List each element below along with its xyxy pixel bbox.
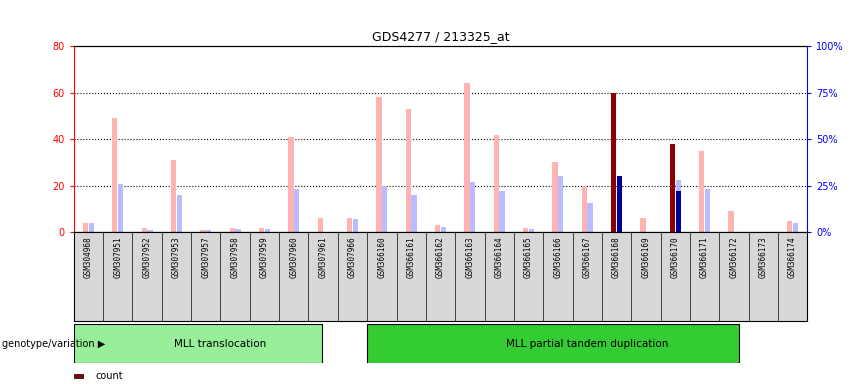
Bar	[787, 221, 792, 232]
Text: GSM366170: GSM366170	[671, 237, 680, 278]
Bar	[523, 228, 529, 232]
Text: GSM366163: GSM366163	[465, 237, 474, 278]
Title: GDS4277 / 213325_at: GDS4277 / 213325_at	[372, 30, 510, 43]
Bar	[558, 177, 563, 232]
Bar	[201, 230, 206, 232]
Text: GSM366168: GSM366168	[612, 237, 621, 278]
Text: GSM366174: GSM366174	[788, 237, 797, 278]
Bar	[318, 218, 323, 232]
Bar	[259, 228, 264, 232]
Text: GSM366162: GSM366162	[436, 237, 445, 278]
Text: GSM307960: GSM307960	[289, 237, 299, 278]
Bar	[347, 218, 352, 232]
Bar	[235, 228, 240, 232]
Text: GSM366165: GSM366165	[524, 237, 533, 278]
Bar	[464, 83, 470, 232]
Bar	[435, 225, 440, 232]
Text: GSM366171: GSM366171	[700, 237, 709, 278]
Bar	[588, 202, 593, 232]
Bar	[582, 186, 587, 232]
Bar	[352, 219, 358, 232]
Bar	[641, 218, 646, 232]
Bar	[288, 137, 293, 232]
Bar	[294, 189, 299, 232]
Bar	[499, 191, 505, 232]
Text: GSM366164: GSM366164	[495, 237, 503, 278]
Bar	[705, 189, 710, 232]
Text: GSM366173: GSM366173	[759, 237, 767, 278]
Text: GSM307953: GSM307953	[172, 237, 181, 278]
Text: GSM307952: GSM307952	[142, 237, 152, 278]
Bar	[470, 182, 476, 232]
Bar	[728, 211, 733, 232]
Bar	[494, 134, 499, 232]
Bar	[792, 223, 799, 232]
Bar	[118, 184, 123, 232]
Bar	[376, 97, 382, 232]
Bar	[552, 162, 557, 232]
Bar	[367, 324, 739, 363]
Text: MLL translocation: MLL translocation	[174, 339, 266, 349]
Text: genotype/variation ▶: genotype/variation ▶	[2, 339, 105, 349]
Text: GSM307961: GSM307961	[319, 237, 327, 278]
Bar	[148, 230, 153, 232]
Text: GSM366161: GSM366161	[407, 237, 416, 278]
Bar	[675, 191, 681, 232]
Bar	[382, 186, 387, 232]
Text: GSM307959: GSM307959	[260, 237, 269, 278]
Bar	[441, 227, 446, 232]
Bar	[82, 223, 89, 232]
Bar	[112, 118, 117, 232]
Text: GSM366167: GSM366167	[582, 237, 592, 278]
Text: GSM307966: GSM307966	[348, 237, 357, 278]
Text: GSM366160: GSM366160	[378, 237, 386, 278]
Bar	[699, 151, 704, 232]
Bar	[206, 230, 212, 232]
Bar	[529, 228, 534, 232]
Text: count: count	[95, 371, 123, 381]
Bar	[177, 195, 182, 232]
Text: GSM304968: GSM304968	[84, 237, 93, 278]
Text: GSM366172: GSM366172	[729, 237, 739, 278]
Text: GSM307958: GSM307958	[231, 237, 240, 278]
Bar	[171, 160, 176, 232]
Text: GSM307951: GSM307951	[114, 237, 122, 278]
Bar	[89, 223, 94, 232]
Text: GSM307957: GSM307957	[201, 237, 210, 278]
Text: MLL partial tandem duplication: MLL partial tandem duplication	[506, 339, 668, 349]
Bar	[265, 228, 270, 232]
Bar	[74, 324, 322, 363]
Bar	[405, 109, 411, 232]
Text: GSM366166: GSM366166	[554, 237, 562, 278]
Bar	[229, 228, 235, 232]
Bar	[669, 144, 675, 232]
Bar	[411, 195, 417, 232]
Bar	[617, 177, 622, 232]
Text: GSM366169: GSM366169	[641, 237, 650, 278]
Bar	[611, 93, 616, 232]
Bar	[141, 228, 147, 232]
Bar	[675, 180, 681, 232]
